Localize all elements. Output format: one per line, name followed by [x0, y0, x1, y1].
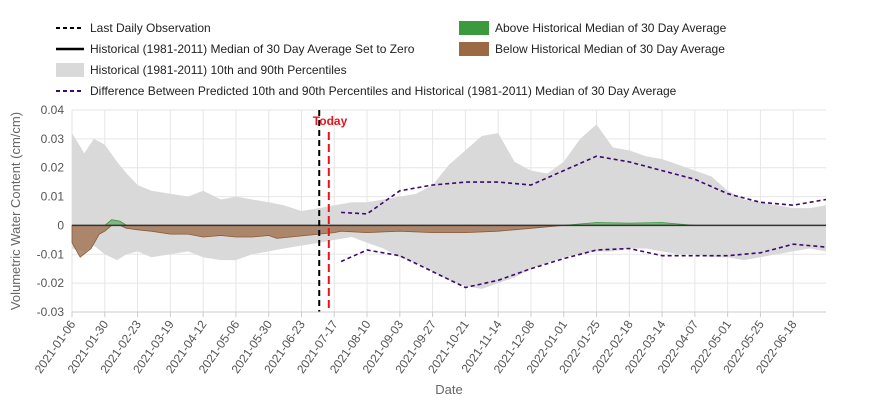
legend-item: Last Daily Observation — [56, 21, 211, 35]
legend-item: Historical (1981-2011) Median of 30 Day … — [56, 42, 415, 56]
legend-item: Difference Between Predicted 10th and 90… — [56, 84, 677, 98]
date-markers: Today — [313, 110, 348, 312]
legend-band-swatch — [56, 63, 84, 77]
y-axis-title: Volumetric Water Content (cm/cm) — [8, 112, 23, 310]
legend-item: Above Historical Median of 30 Day Averag… — [459, 21, 727, 35]
legend-label: Historical (1981-2011) 10th and 90th Per… — [90, 63, 347, 77]
percentile-band-area — [72, 124, 826, 289]
predicted-p90-line — [341, 155, 827, 215]
legend-item: Below Historical Median of 30 Day Averag… — [459, 42, 725, 56]
y-tick-label: 0.02 — [41, 161, 65, 175]
legend-swatch — [459, 42, 489, 56]
y-tick-label: 0.03 — [41, 132, 65, 146]
y-tick-label: 0 — [57, 218, 64, 232]
predicted-lines — [340, 155, 827, 289]
y-tick-label: 0.01 — [41, 190, 65, 204]
legend-label: Historical (1981-2011) Median of 30 Day … — [90, 42, 415, 56]
percentile-band — [72, 124, 826, 289]
y-tick-label: -0.02 — [37, 276, 65, 290]
legend-label: Last Daily Observation — [90, 21, 211, 35]
legend-label: Above Historical Median of 30 Day Averag… — [495, 21, 727, 35]
predicted-p10-line — [340, 243, 827, 289]
legend-swatch — [459, 21, 489, 35]
y-tick-label: 0.04 — [41, 103, 65, 117]
y-tick-label: -0.03 — [37, 305, 65, 319]
legend: Last Daily Observation Historical (1981-2… — [56, 21, 727, 98]
x-axis-title: Date — [435, 382, 462, 397]
y-tick-label: -0.01 — [37, 247, 65, 261]
legend-label: Below Historical Median of 30 Day Averag… — [495, 42, 725, 56]
legend-item: Historical (1981-2011) 10th and 90th Per… — [56, 63, 347, 77]
today-label: Today — [313, 114, 348, 128]
legend-label: Difference Between Predicted 10th and 90… — [90, 84, 677, 98]
